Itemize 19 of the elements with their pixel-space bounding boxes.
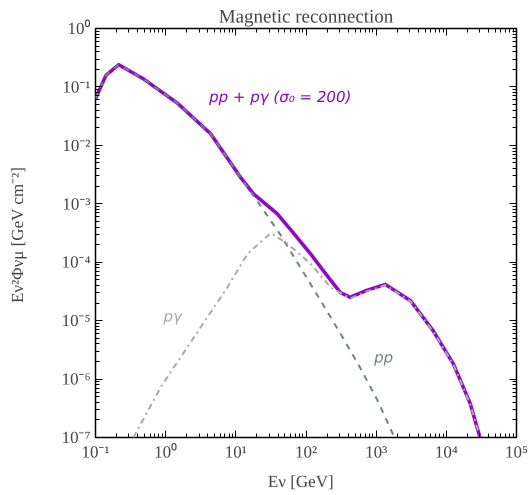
x-tick-label: 10⁵ (505, 442, 528, 462)
y-tick-label: 10⁻⁶ (62, 370, 91, 389)
y-tick-label: 10⁰ (68, 19, 90, 38)
series-label: pp (373, 348, 394, 367)
series-label: pp + pγ (σ₀ = 200) (208, 88, 352, 106)
x-tick-label: 10⁴ (434, 442, 458, 462)
chart-title: Magnetic reconnection (218, 6, 394, 28)
x-axis-title: Eν [GeV] (268, 472, 334, 491)
x-tick-label: 10² (294, 442, 318, 462)
y-tick-label: 10⁻⁴ (62, 252, 91, 272)
y-tick-label: 10⁻⁵ (62, 311, 91, 330)
y-tick-label: 10⁻² (62, 136, 91, 155)
x-tick-label: 10³ (365, 442, 388, 462)
y-tick-label: 10⁻¹ (62, 77, 91, 96)
series-label: pγ (162, 308, 184, 326)
x-tick-label: 10¹ (224, 442, 247, 462)
y-axis-title: Eν²Φνμ [GeV cm⁻²] (8, 167, 27, 303)
x-tick-label: 10⁰ (154, 442, 178, 462)
y-tick-label: 10⁻³ (62, 194, 91, 214)
